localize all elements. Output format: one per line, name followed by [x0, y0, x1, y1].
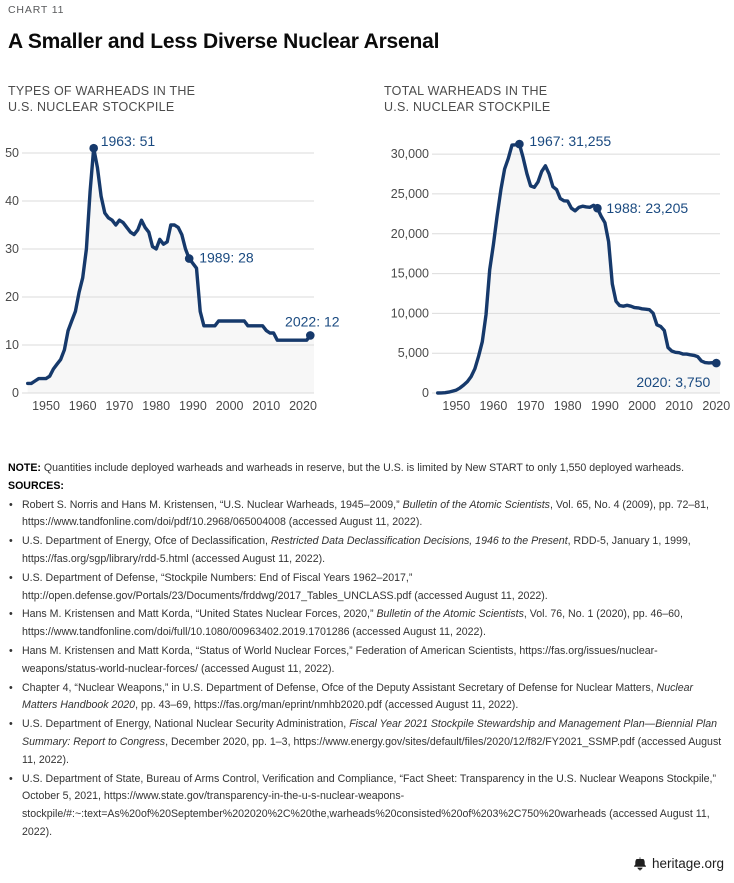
note-line: NOTE: Quantities include deployed warhea… — [8, 460, 726, 478]
chart-subtitle-types: TYPES OF WARHEADS IN THE U.S. NUCLEAR ST… — [8, 84, 196, 115]
source-item: U.S. Department of Energy, National Nucl… — [8, 716, 726, 769]
total-warheads-line-chart: 0 5,000 10,000 15,000 20,000 25,000 30,000 1950… — [391, 133, 730, 413]
y-axis-tick-label: 15,000 — [391, 267, 429, 281]
x-axis-tick-label: 1950 — [442, 399, 470, 413]
data-point-annotation: 2022: 12 — [285, 313, 340, 329]
data-point-marker — [515, 139, 524, 149]
data-point-annotation: 1989: 28 — [199, 250, 254, 266]
x-axis-tick-label: 2020 — [702, 399, 730, 413]
note-text: Quantities include deployed warheads and… — [40, 462, 685, 474]
data-point-annotation: 1963: 51 — [101, 133, 156, 149]
data-point-marker — [712, 358, 721, 368]
source-item: U.S. Department of Energy, Ofce of Decla… — [8, 533, 726, 569]
source-item: U.S. Department of Defense, “Stockpile N… — [8, 570, 726, 606]
y-axis-tick-label: 30,000 — [391, 147, 429, 161]
y-axis-tick-label: 10,000 — [391, 306, 429, 320]
data-point-marker — [306, 331, 315, 340]
y-axis-tick-label: 20,000 — [391, 227, 429, 241]
x-axis-tick-label: 1970 — [105, 399, 133, 413]
source-item: Chapter 4, “Nuclear Weapons,” in U.S. De… — [8, 680, 726, 716]
data-point-marker — [593, 203, 602, 213]
chart-total-warheads: TOTAL WARHEADS IN THE U.S. NUCLEAR STOCK… — [384, 83, 730, 413]
area-fill — [27, 148, 314, 393]
y-axis-tick-label: 40 — [5, 194, 19, 208]
page-title: A Smaller and Less Diverse Nuclear Arsen… — [8, 30, 440, 53]
charts-row: TYPES OF WARHEADS IN THE U.S. NUCLEAR ST… — [5, 83, 730, 413]
y-axis-tick-label: 0 — [422, 386, 429, 400]
area-fill — [437, 144, 720, 393]
x-axis-tick-label: 2000 — [628, 399, 656, 413]
x-axis-tick-label: 1990 — [179, 399, 207, 413]
y-axis-tick-label: 5,000 — [398, 346, 429, 360]
data-line — [436, 142, 718, 395]
data-point-annotation: 1967: 31,255 — [529, 133, 611, 149]
x-axis-tick-label: 1960 — [479, 399, 507, 413]
data-point-annotation: 2020: 3,750 — [636, 374, 710, 390]
source-item: U.S. Department of State, Bureau of Arms… — [8, 771, 726, 842]
footer: heritage.org — [633, 856, 724, 871]
x-axis-tick-label: 2000 — [216, 399, 244, 413]
x-axis-tick-label: 1960 — [69, 399, 97, 413]
x-axis-tick-label: 2010 — [252, 399, 280, 413]
sources-label: SOURCES: — [8, 479, 64, 492]
sources-list: Robert S. Norris and Hans M. Kristensen,… — [8, 497, 726, 842]
y-axis-tick-label: 25,000 — [391, 187, 429, 201]
data-point-marker — [184, 254, 194, 263]
y-axis-tick-label: 20 — [5, 290, 19, 304]
y-axis-tick-label: 0 — [12, 386, 19, 400]
chart-types-of-warheads: TYPES OF WARHEADS IN THE U.S. NUCLEAR ST… — [5, 83, 360, 413]
types-of-warheads-line-chart: 0 10 20 30 40 50 1950 1960 1970 1980 1990 2000 2010 2… — [5, 133, 340, 413]
source-item: Robert S. Norris and Hans M. Kristensen,… — [8, 497, 726, 533]
source-item: Hans M. Kristensen and Matt Korda, “Stat… — [8, 643, 726, 679]
x-axis-tick-label: 1980 — [554, 399, 582, 413]
y-axis-tick-label: 10 — [5, 338, 19, 352]
x-axis-tick-label: 1980 — [142, 399, 170, 413]
x-axis-tick-label: 2020 — [289, 399, 317, 413]
chart-subtitle-total: TOTAL WARHEADS IN THE U.S. NUCLEAR STOCK… — [384, 84, 551, 115]
liberty-bell-icon — [634, 857, 646, 870]
data-point-marker — [89, 143, 98, 153]
data-point-annotation: 1988: 23,205 — [606, 200, 688, 216]
x-axis-tick-label: 1990 — [591, 399, 619, 413]
y-axis-tick-label: 50 — [5, 146, 19, 160]
notes-block: NOTE: Quantities include deployed warhea… — [8, 460, 726, 842]
x-axis-tick-label: 1970 — [517, 399, 545, 413]
data-line — [26, 146, 312, 386]
chart-number-kicker: CHART 11 — [8, 4, 65, 16]
note-label: NOTE: — [8, 462, 41, 474]
footer-brand: heritage.org — [651, 856, 724, 871]
x-axis-tick-label: 2010 — [665, 399, 693, 413]
source-item: Hans M. Kristensen and Matt Korda, “Unit… — [8, 606, 726, 642]
y-axis-tick-label: 30 — [5, 242, 19, 256]
x-axis-tick-label: 1950 — [32, 399, 60, 413]
